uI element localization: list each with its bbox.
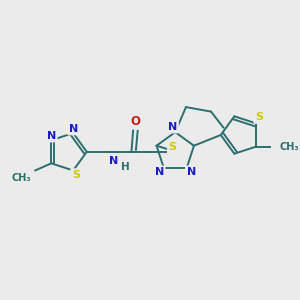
Text: N: N — [46, 131, 56, 141]
Text: N: N — [168, 122, 177, 132]
Text: O: O — [130, 115, 140, 128]
Text: N: N — [154, 167, 164, 177]
Text: S: S — [255, 112, 263, 122]
Text: H: H — [121, 162, 130, 172]
Text: S: S — [72, 170, 80, 180]
Text: N: N — [187, 167, 196, 177]
Text: N: N — [109, 156, 118, 166]
Text: CH₃: CH₃ — [12, 173, 32, 183]
Text: N: N — [69, 124, 78, 134]
Text: CH₃: CH₃ — [280, 142, 299, 152]
Text: S: S — [169, 142, 177, 152]
